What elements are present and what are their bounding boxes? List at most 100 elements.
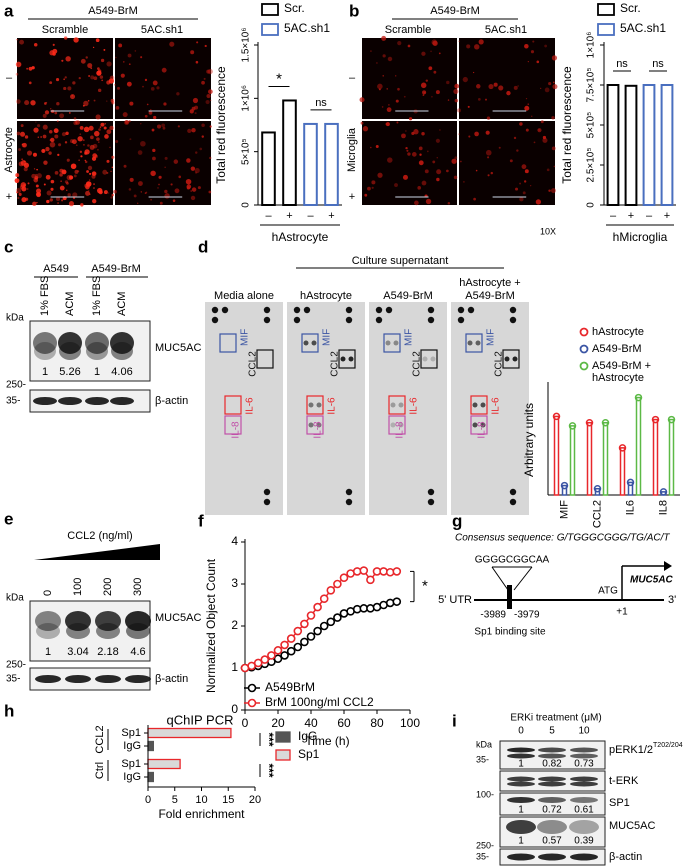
cell (64, 76, 67, 79)
micrograph (115, 121, 211, 205)
chart-title: qChIP PCR (167, 712, 234, 727)
band (570, 853, 598, 861)
cell (532, 40, 535, 43)
cell (476, 84, 481, 89)
cell (69, 112, 71, 114)
utr-label: 5' UTR (438, 594, 472, 606)
band (126, 623, 150, 639)
cell (367, 186, 371, 191)
spot (475, 340, 481, 346)
cell (431, 95, 433, 98)
x-tick-label: + (286, 210, 292, 222)
y-tick-label: 7.5×10⁵ (586, 67, 597, 102)
rule (491, 566, 509, 591)
cell (418, 160, 424, 166)
reference-spot (221, 306, 229, 314)
panel-letter: e (4, 509, 13, 528)
x-tick-label: 40 (304, 716, 318, 730)
cell (360, 121, 364, 125)
cell (95, 38, 100, 43)
bar (553, 415, 560, 496)
band (59, 342, 81, 360)
cell (15, 188, 22, 194)
cell (120, 73, 125, 78)
cell (432, 160, 436, 164)
cell (156, 124, 162, 129)
band (570, 781, 598, 787)
legend-label: Sp1 (298, 747, 320, 761)
blot-label-sup: T202/204 (653, 742, 683, 749)
spot (340, 356, 346, 362)
lane-label: ACM (116, 292, 128, 316)
point (306, 632, 316, 641)
bar (147, 740, 154, 752)
bar-point (651, 415, 660, 424)
cell (50, 137, 55, 143)
cell (435, 90, 440, 95)
bar (561, 484, 568, 496)
position: -3989 (480, 610, 506, 621)
cell (377, 172, 383, 178)
cell (82, 139, 85, 142)
x-tick-label: – (646, 210, 653, 222)
arrow-head (664, 561, 672, 571)
cell (137, 181, 143, 186)
band (570, 747, 598, 753)
legend-label: IgG (298, 729, 317, 743)
magnification: 10X (540, 226, 556, 236)
quant: 0.61 (574, 805, 594, 816)
spot (480, 402, 486, 408)
cell (50, 179, 55, 184)
cell (16, 99, 21, 104)
cell (176, 92, 180, 96)
cell (515, 187, 519, 191)
treatment-label: CCL2 (ng/ml) (67, 530, 132, 542)
reference-spot (263, 488, 271, 496)
cell (133, 194, 137, 198)
consensus: Consensus sequence: G/TGGGCGGG/TG/AC/T (455, 533, 670, 544)
reference-spot (427, 488, 435, 496)
cell (82, 104, 85, 107)
cell (425, 198, 432, 205)
panel-title: A549-BrM (430, 5, 480, 17)
quant: 2.18 (97, 646, 118, 658)
spot-box (388, 395, 406, 415)
x-tick-label: 0 (145, 794, 151, 806)
column-label: Scramble (42, 24, 88, 36)
column-label: hAstrocyte (300, 290, 352, 302)
cell (446, 169, 449, 173)
cell (40, 136, 43, 138)
cell (122, 112, 128, 118)
point (392, 567, 402, 576)
cell (110, 196, 113, 199)
cell (97, 149, 99, 151)
cell (485, 149, 492, 156)
cell (66, 189, 68, 191)
band (538, 776, 566, 782)
cell (63, 78, 66, 81)
spot-label: MIF (404, 329, 415, 346)
kda-marker: 35- (6, 396, 20, 407)
cell (87, 165, 93, 171)
cell (93, 99, 96, 102)
array-membrane (369, 302, 447, 515)
cell (174, 188, 180, 194)
cell (525, 128, 529, 132)
cell (129, 101, 134, 106)
cell (128, 188, 132, 191)
cell (474, 44, 480, 50)
cell (462, 76, 468, 83)
quant: 3.04 (67, 646, 88, 658)
atg: ATG (598, 586, 618, 597)
cell (435, 138, 440, 143)
cell (144, 78, 148, 82)
cell (420, 82, 427, 89)
cell (36, 173, 42, 179)
cell (115, 139, 119, 144)
cell (530, 50, 535, 54)
spot (398, 402, 404, 408)
cell (488, 83, 494, 90)
cell (381, 106, 384, 108)
y-tick-label: 2.5×10⁵ (586, 147, 597, 182)
cell (158, 183, 160, 186)
